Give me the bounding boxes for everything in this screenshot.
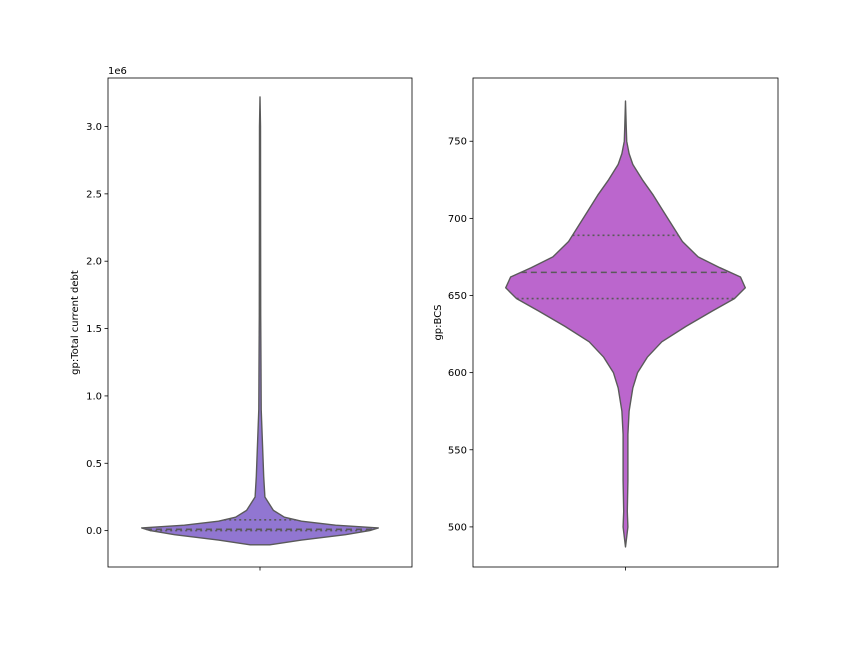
bcs-ytick-label: 750 — [448, 137, 467, 148]
debt-violin-panel: 0.0 0.5 1.0 1.5 2.0 2.5 3.0 gp:Total current de… — [70, 66, 413, 571]
debt-ytick-label: 3.0 — [86, 122, 102, 133]
bcs-ytick-label: 600 — [448, 368, 467, 379]
debt-offset-label: 1e6 — [108, 66, 127, 77]
debt-ytick-label: 1.5 — [86, 324, 102, 335]
bcs-ytick-label: 650 — [448, 291, 467, 302]
debt-ytick-label: 0.5 — [86, 459, 102, 470]
debt-ytick-label: 2.0 — [86, 257, 102, 268]
bcs-violin-body — [505, 100, 746, 548]
debt-ytick-label: 1.0 — [86, 391, 102, 402]
debt-ytick-label: 0.0 — [86, 526, 102, 537]
bcs-ytick-label: 500 — [448, 522, 467, 533]
bcs-ylabel: gp:BCS — [433, 304, 444, 340]
debt-violin-body — [140, 96, 379, 546]
bcs-ytick-label: 550 — [448, 445, 467, 456]
debt-ytick-label: 2.5 — [86, 189, 102, 200]
bcs-violin-panel: 500 550 600 650 700 750 gp:BCS — [433, 77, 779, 571]
bcs-ytick-label: 700 — [448, 214, 467, 225]
debt-ylabel: gp:Total current debt — [70, 270, 81, 375]
